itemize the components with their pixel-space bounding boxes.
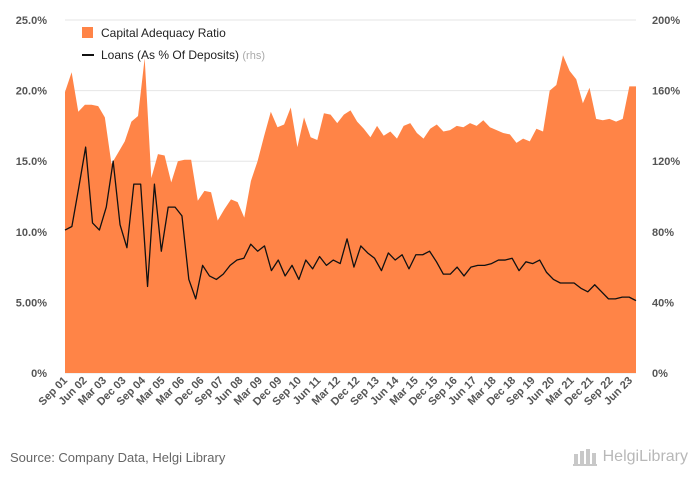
legend-suffix: (rhs) (242, 50, 265, 62)
brand-logo: HelgiLibrary (572, 448, 688, 466)
source-note: Source: Company Data, Helgi Library (10, 450, 226, 465)
legend: Capital Adequacy Ratio Loans (As % Of Dep… (82, 26, 265, 62)
y-left-tick-label: 0% (31, 368, 47, 380)
library-icon (572, 449, 597, 466)
y-right-tick-label: 120% (652, 156, 680, 168)
area-series (65, 55, 636, 374)
brand-text: HelgiLibrary (602, 448, 688, 465)
y-right-tick-label: 80% (652, 227, 674, 239)
legend-swatch-area (82, 27, 93, 38)
y-left-tick-label: 20.0% (16, 86, 47, 98)
y-right-tick-label: 200% (652, 15, 680, 27)
y-right-tick-label: 40% (652, 297, 674, 309)
y-left-tick-label: 5.00% (16, 297, 47, 309)
legend-label: Capital Adequacy Ratio (101, 26, 226, 40)
capital-adequacy-area (65, 55, 636, 374)
y-right-tick-label: 0% (652, 368, 668, 380)
y-left-tick-label: 10.0% (16, 227, 47, 239)
legend-label: Loans (As % Of Deposits) (rhs) (101, 48, 265, 62)
y-right-tick-label: 160% (652, 86, 680, 98)
y-left-tick-label: 15.0% (16, 156, 47, 168)
line-series (64, 146, 637, 302)
loans-line (64, 146, 637, 302)
y-left-tick-label: 25.0% (16, 15, 47, 27)
